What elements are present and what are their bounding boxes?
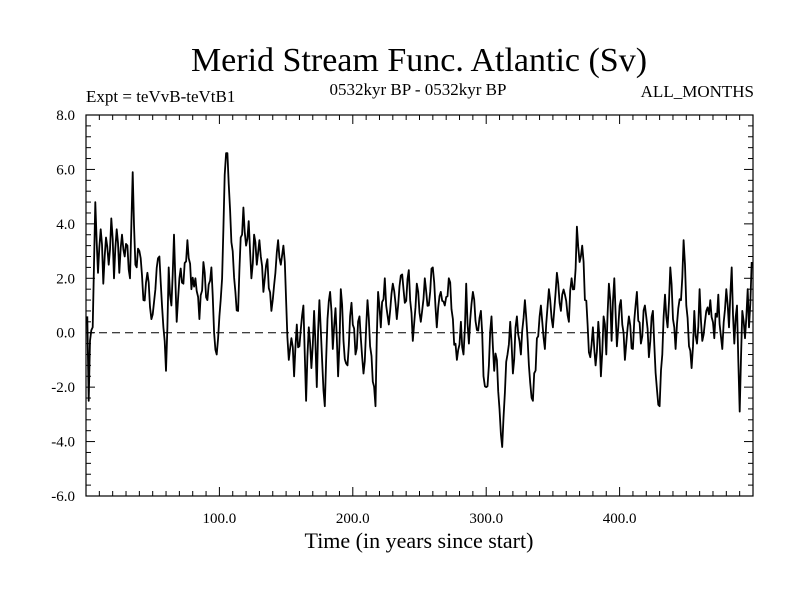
y-tick-label: 8.0 <box>56 108 75 124</box>
x-tick-label: 400.0 <box>603 511 637 527</box>
y-tick-label: 2.0 <box>56 271 75 287</box>
x-tick-label: 300.0 <box>469 511 503 527</box>
x-tick-label: 200.0 <box>336 511 370 527</box>
experiment-label: Expt = teVvB-teVtB1 <box>86 87 235 106</box>
y-tick-label: -4.0 <box>51 435 75 451</box>
x-axis-label: Time (in years since start) <box>305 528 534 553</box>
y-tick-label: 4.0 <box>56 217 75 233</box>
time-range-label: 0532kyr BP - 0532kyr BP <box>330 80 507 99</box>
chart-title: Merid Stream Func. Atlantic (Sv) <box>191 42 647 79</box>
plot-area: 100.0 200.0 300.0 400.0 8.0 6.0 4.0 2.0 0.0 -2.0 -… <box>51 108 754 527</box>
months-label: ALL_MONTHS <box>641 82 754 101</box>
y-tick-label: 6.0 <box>56 162 75 178</box>
y-tick-label: -6.0 <box>51 489 75 505</box>
y-tick-label: -2.0 <box>51 380 75 396</box>
series-line-teVvB-teVtB1 <box>86 152 753 448</box>
y-tick-label: 0.0 <box>56 326 75 342</box>
x-tick-label: 100.0 <box>203 511 237 527</box>
